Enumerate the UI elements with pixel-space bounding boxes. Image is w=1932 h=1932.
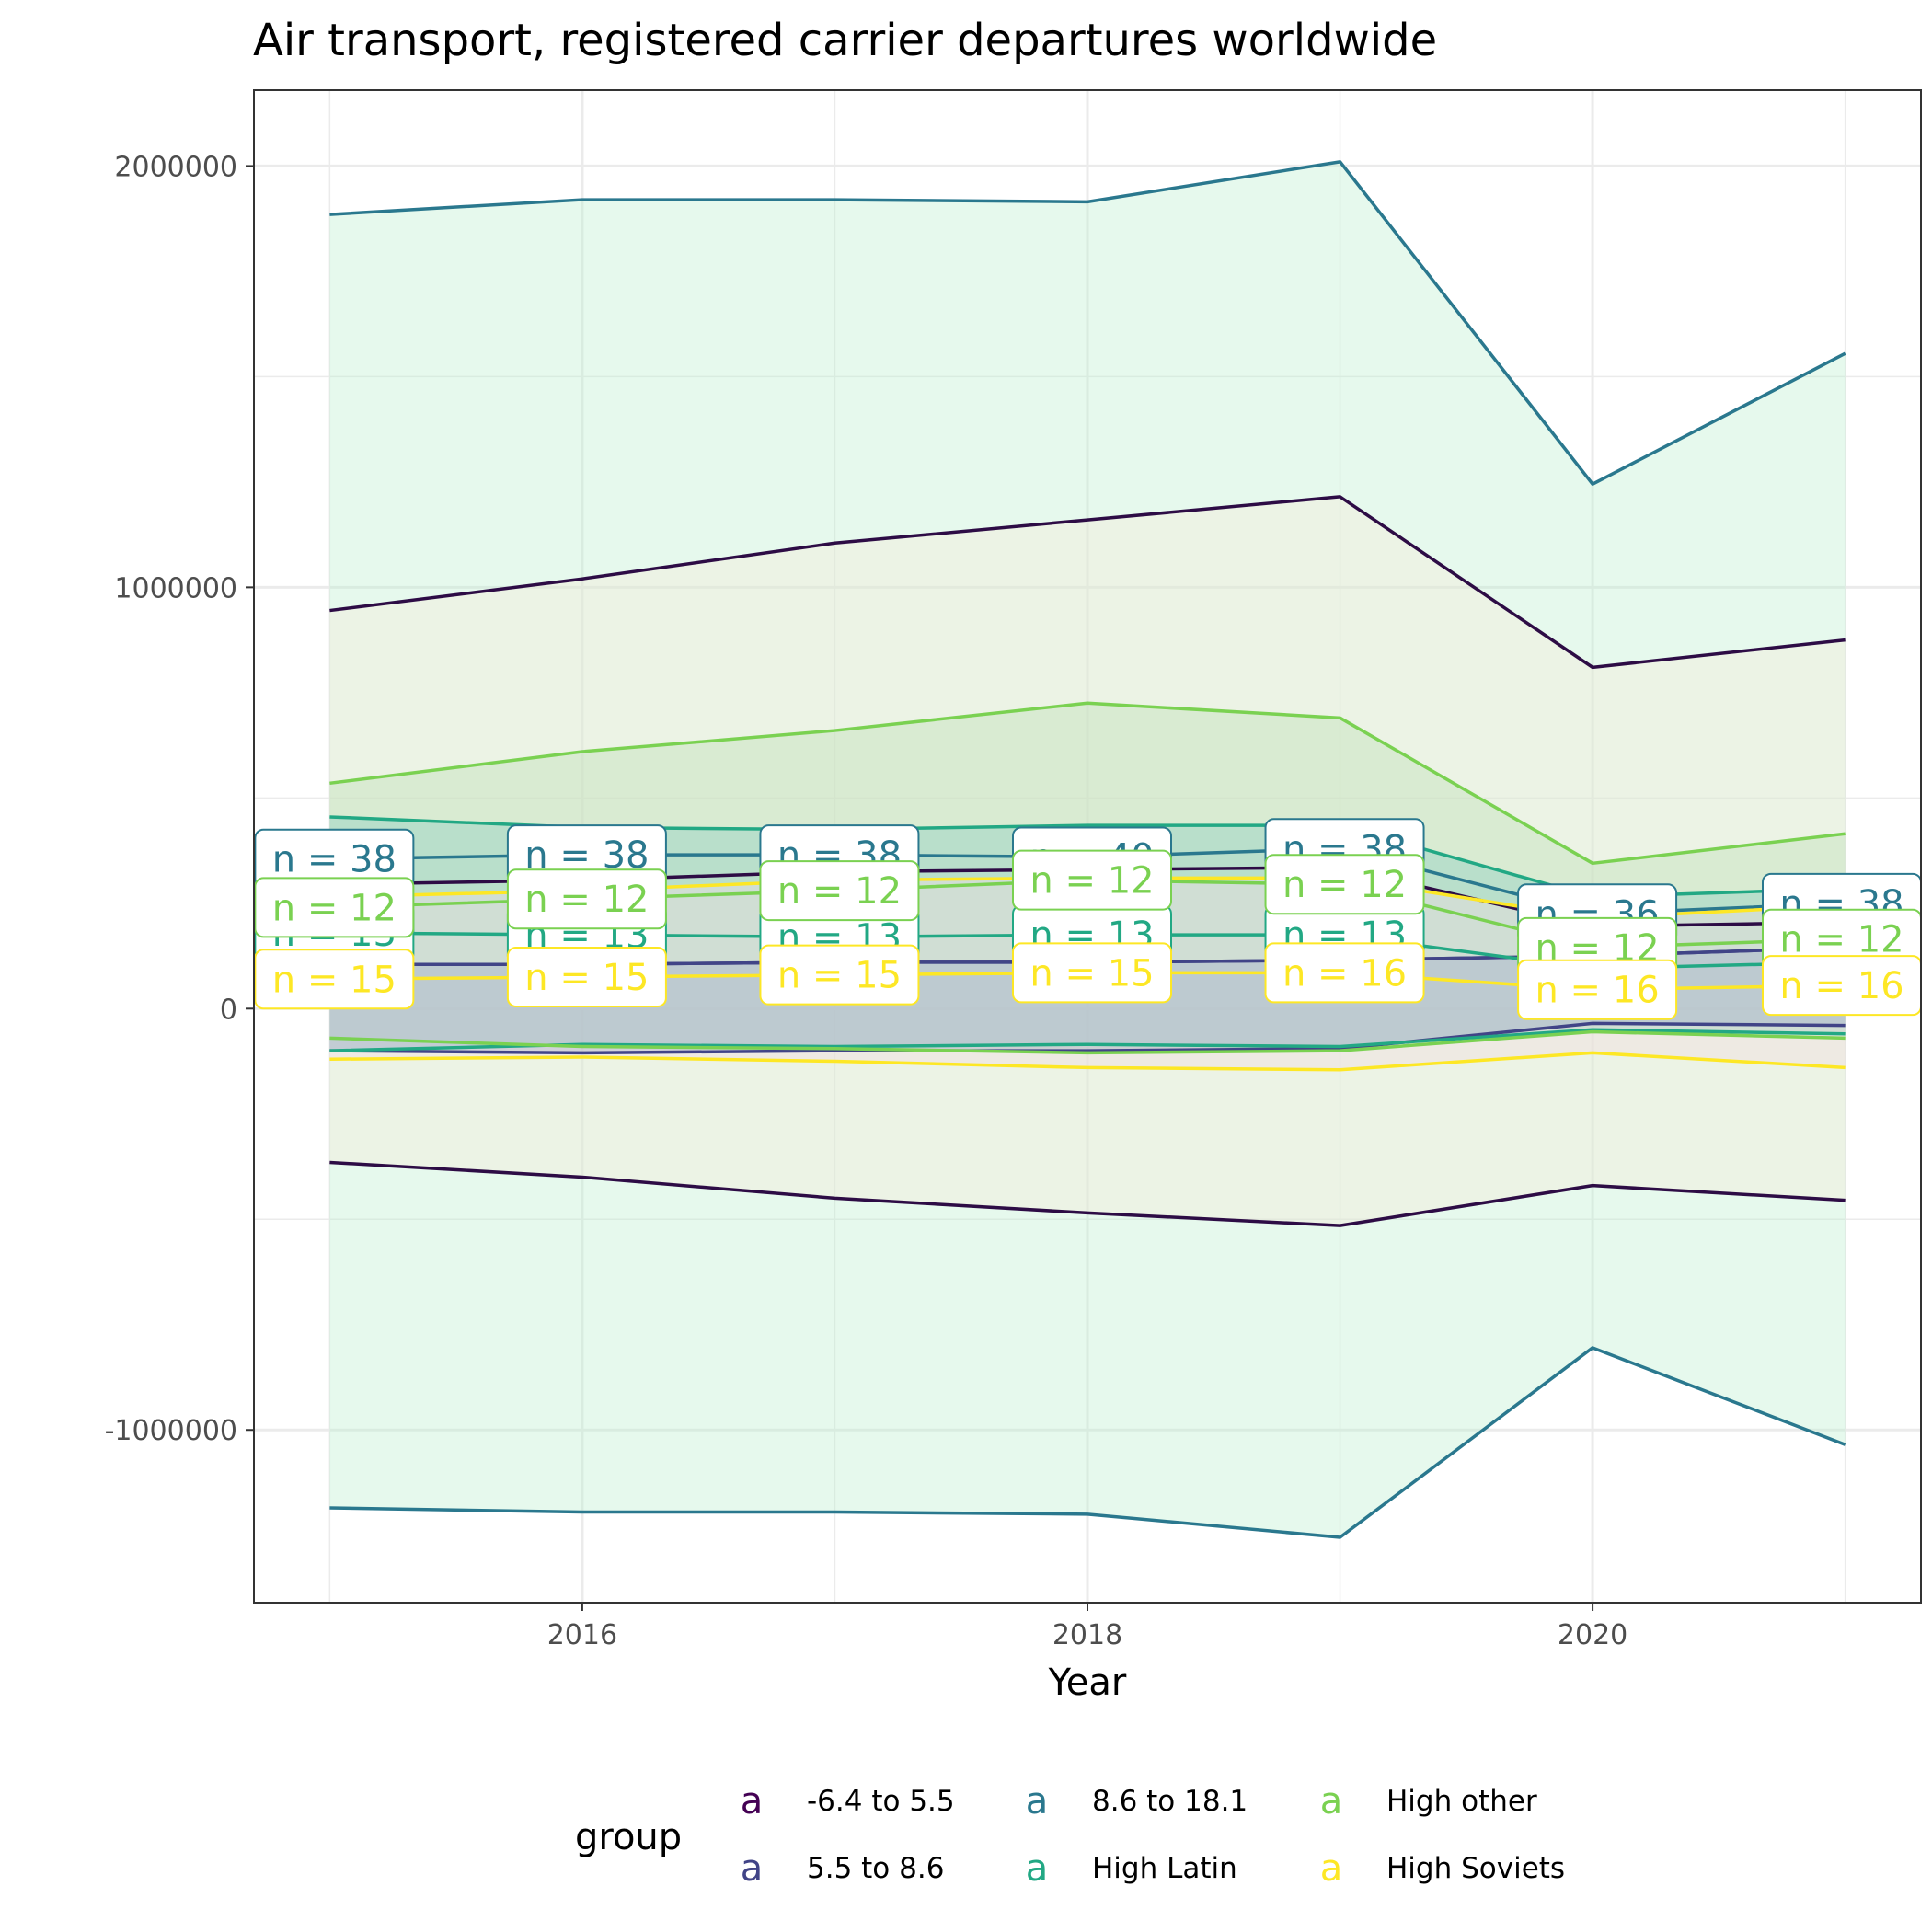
legend-label: High other xyxy=(1386,1785,1537,1818)
n-label-box xyxy=(506,946,667,1007)
line-lower-5-5-to-8-6 xyxy=(329,1021,1846,1055)
x-tick-label: 2020 xyxy=(1558,1619,1627,1651)
line-lower-8-6-to-18-1 xyxy=(329,1346,1846,1539)
n-label-box xyxy=(1264,942,1425,1004)
n-label: n = 38 xyxy=(254,828,415,890)
axes: -1000000 0 1000000 2000000 2016 2018 2020 xyxy=(105,151,1628,1651)
n-label-box xyxy=(506,868,667,930)
n-label-box xyxy=(1012,849,1172,911)
n-label-text: n = 15 xyxy=(1029,952,1154,995)
legend-title: group xyxy=(575,1816,682,1858)
legend-key: a xyxy=(741,1847,764,1890)
legend-key: a xyxy=(1320,1780,1343,1823)
n-label-text: n = 12 xyxy=(524,879,649,921)
legend-item: a High Soviets xyxy=(1320,1847,1565,1890)
legend-label: High Latin xyxy=(1092,1852,1237,1885)
n-label: n = 12 xyxy=(759,860,920,922)
legend-item: a High other xyxy=(1320,1780,1537,1823)
x-axis-title: Year xyxy=(1048,1662,1127,1704)
n-label-text: n = 15 xyxy=(524,957,649,999)
line-upper-high-other xyxy=(329,701,1846,866)
n-label-box xyxy=(254,877,415,938)
n-label-text: n = 12 xyxy=(272,887,397,929)
n-label: n = 12 xyxy=(254,877,415,938)
legend-item: a -6.4 to 5.5 xyxy=(741,1780,955,1823)
n-label: n = 15 xyxy=(759,944,920,1006)
n-label: n = 16 xyxy=(1762,955,1922,1017)
n-label: n = 12 xyxy=(1012,849,1172,911)
legend-label: 8.6 to 18.1 xyxy=(1092,1785,1248,1818)
n-label-text: n = 15 xyxy=(777,955,902,997)
y-tick-label: 2000000 xyxy=(114,151,237,183)
legend-key: a xyxy=(1320,1847,1343,1890)
legend-item: a 5.5 to 8.6 xyxy=(741,1847,945,1890)
n-label-box xyxy=(1012,942,1172,1004)
n-label: n = 15 xyxy=(506,946,667,1007)
x-tick-label: 2018 xyxy=(1052,1619,1122,1651)
legend: group a -6.4 to 5.5 a 5.5 to 8.6 a 8.6 to 18.… xyxy=(575,1780,1565,1890)
n-label: n = 15 xyxy=(254,949,415,1010)
n-label-box xyxy=(1264,854,1425,915)
n-label-text: n = 12 xyxy=(1779,919,1903,961)
n-label: n = 12 xyxy=(506,868,667,930)
n-label: n = 12 xyxy=(1762,908,1922,970)
legend-label: -6.4 to 5.5 xyxy=(807,1785,955,1818)
n-labels: n = 38n = 38n = 38n = 40n = 38n = 36n = … xyxy=(254,818,1922,1020)
legend-item: a High Latin xyxy=(1026,1847,1237,1890)
line-lower-high-other xyxy=(329,1029,1846,1055)
n-label-text: n = 16 xyxy=(1535,970,1659,1012)
line-lower-high-soviets xyxy=(329,1051,1846,1072)
n-label-text: n = 12 xyxy=(1029,860,1154,903)
legend-label: High Soviets xyxy=(1386,1852,1565,1885)
y-tick-label: 0 xyxy=(220,994,237,1026)
legend-key: a xyxy=(1026,1780,1049,1823)
line-upper--6-4-to-5-5 xyxy=(329,495,1846,670)
n-label-text: n = 16 xyxy=(1282,952,1407,995)
n-label-text: n = 15 xyxy=(272,959,397,1001)
chart-title: Air transport, registered carrier depart… xyxy=(253,15,1437,66)
y-tick-label: -1000000 xyxy=(105,1415,237,1447)
x-tick-label: 2016 xyxy=(547,1619,617,1651)
n-label: n = 16 xyxy=(1264,942,1425,1004)
legend-key: a xyxy=(741,1780,764,1823)
n-label-text: n = 12 xyxy=(1282,864,1407,906)
n-label-box xyxy=(759,860,920,922)
n-label-text: n = 38 xyxy=(272,839,397,881)
n-label: n = 15 xyxy=(1012,942,1172,1004)
legend-item: a 8.6 to 18.1 xyxy=(1026,1780,1248,1823)
n-label-box xyxy=(759,944,920,1006)
n-label-box xyxy=(254,949,415,1010)
n-label-text: n = 12 xyxy=(777,870,902,913)
legend-key: a xyxy=(1026,1847,1049,1890)
line-lower-high-latin xyxy=(329,1028,1846,1052)
n-label-box xyxy=(1517,959,1678,1020)
n-label-text: n = 16 xyxy=(1779,965,1903,1007)
y-tick-label: 1000000 xyxy=(114,572,237,604)
n-label: n = 16 xyxy=(1517,959,1678,1020)
n-label: n = 12 xyxy=(1264,854,1425,915)
legend-label: 5.5 to 8.6 xyxy=(807,1852,944,1885)
line-upper-8-6-to-18-1 xyxy=(329,160,1846,486)
line-lower--6-4-to-5-5 xyxy=(329,1160,1846,1227)
ribbon-fills xyxy=(329,161,1846,1538)
